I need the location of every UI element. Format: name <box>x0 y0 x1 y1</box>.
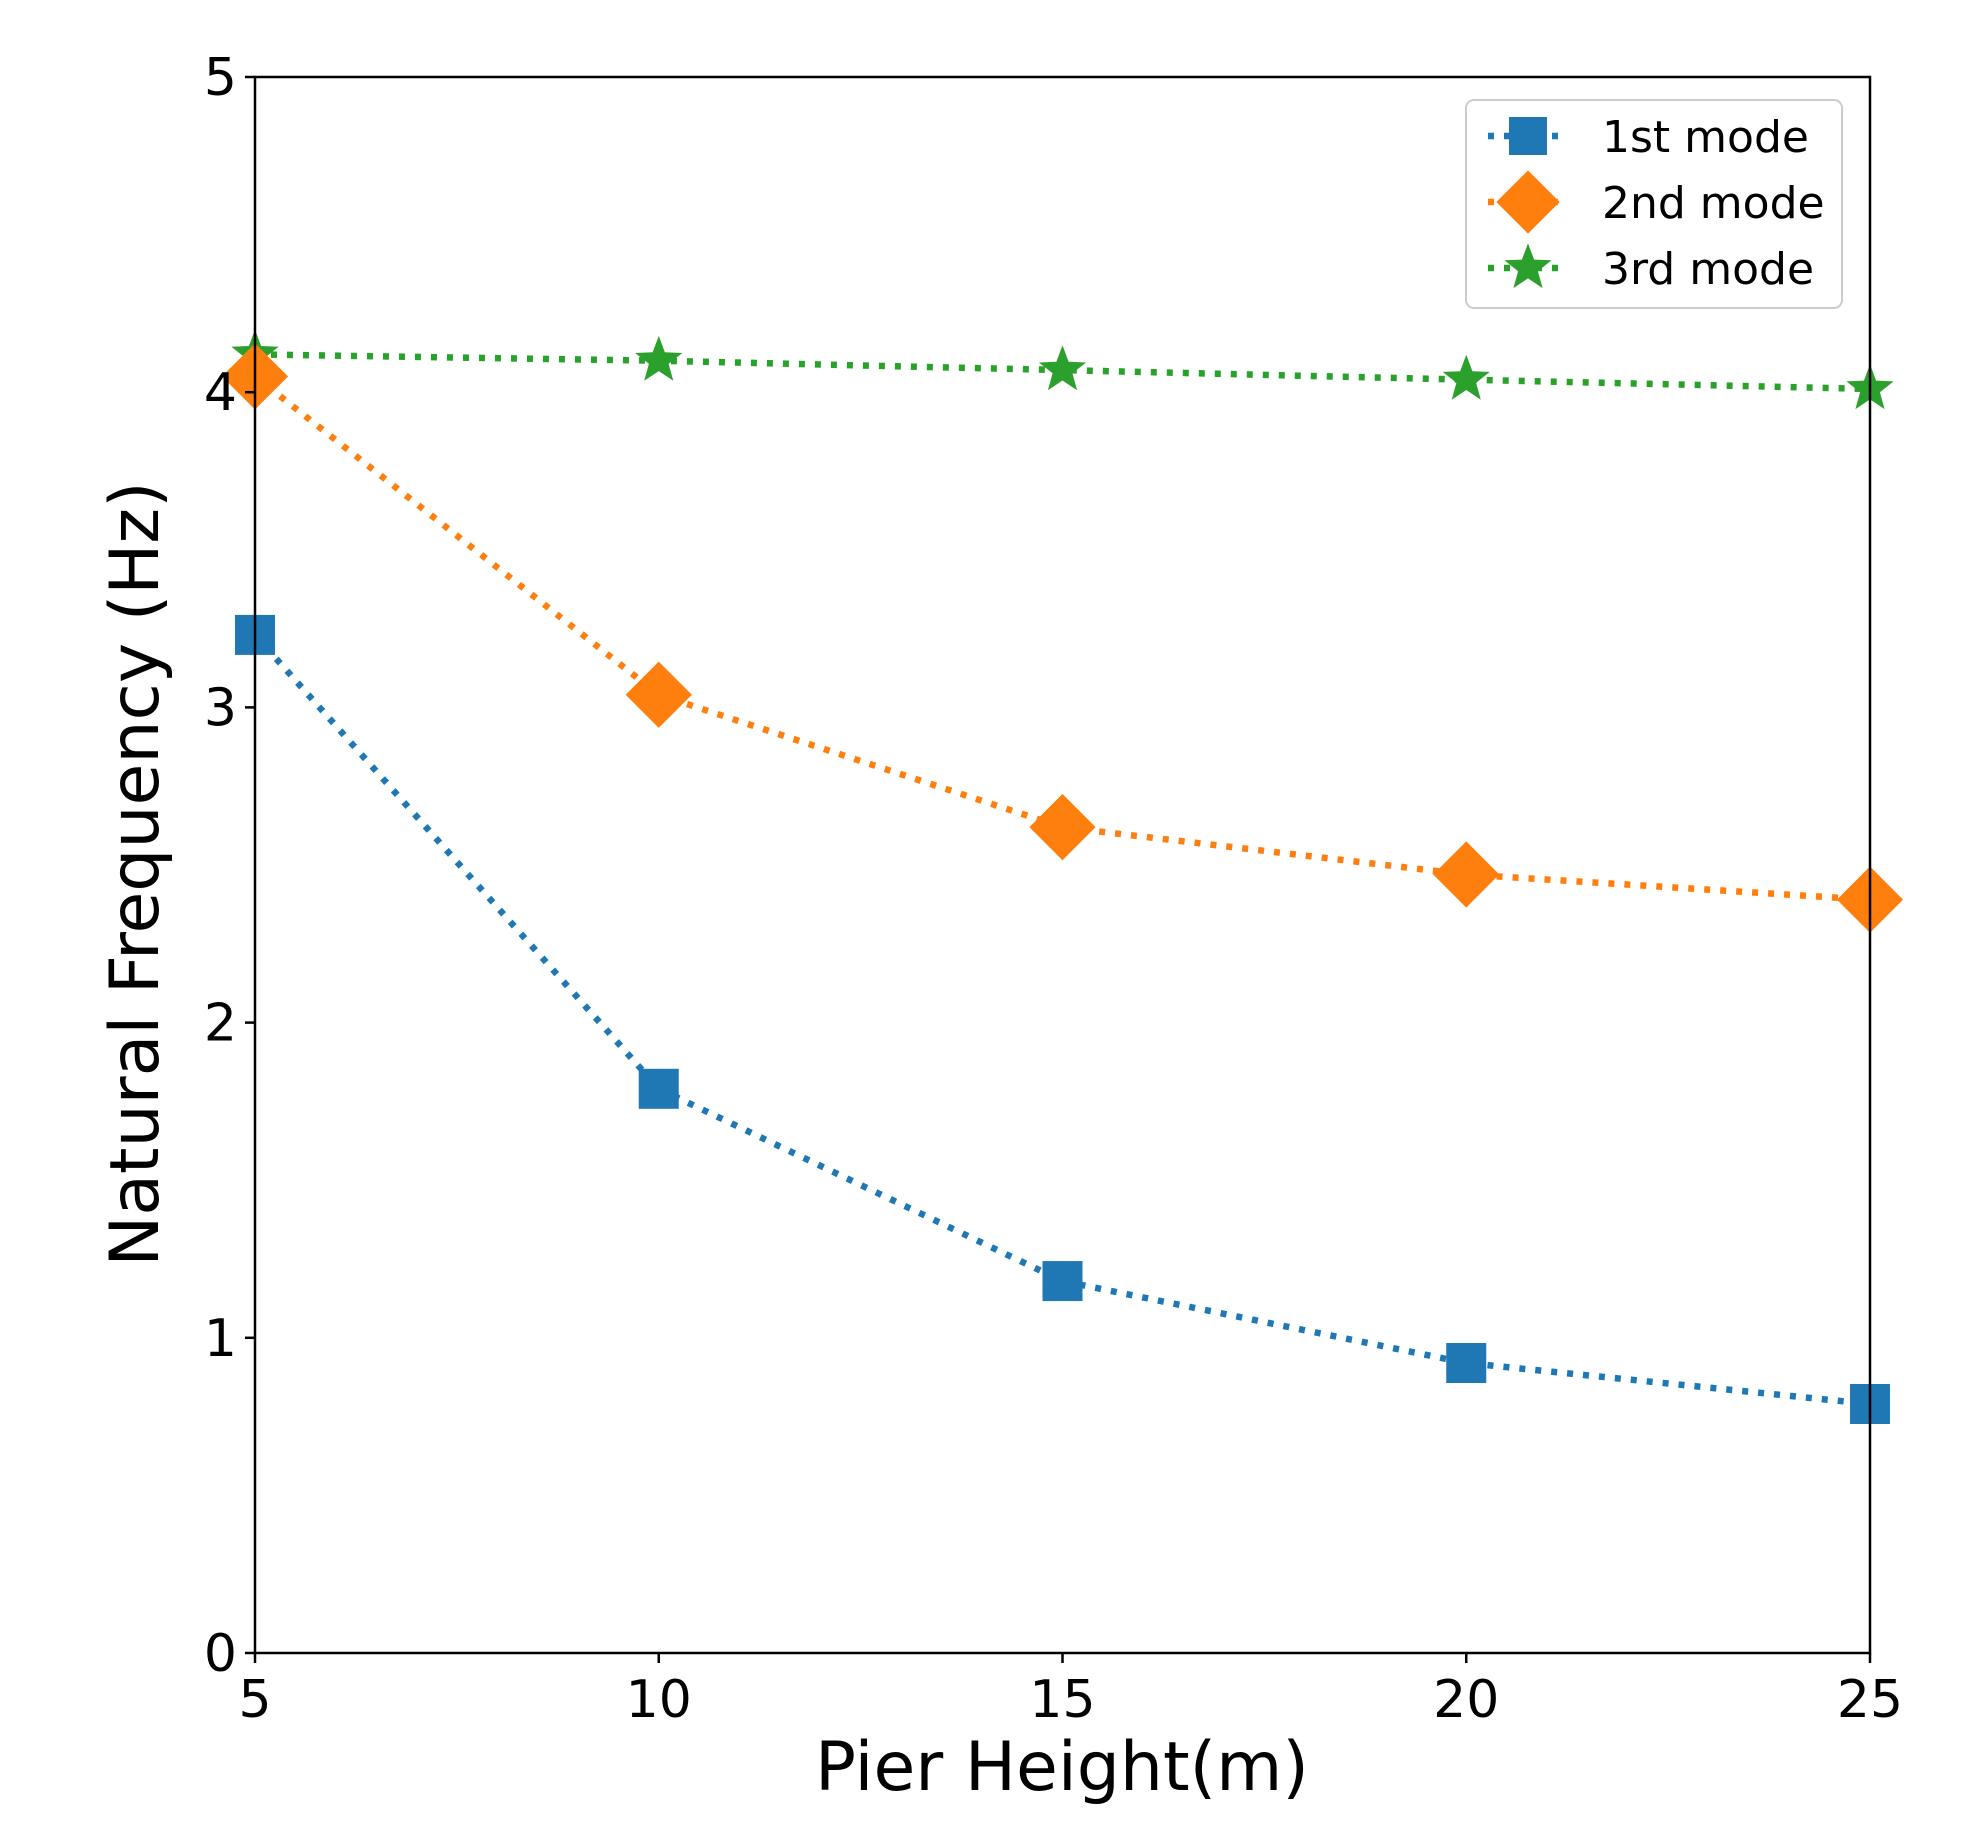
data-point-2-2 <box>625 661 692 728</box>
data-point-3-2 <box>635 335 683 381</box>
series-1 <box>235 614 1890 1424</box>
y-tick-label-4: 3 <box>204 678 237 738</box>
x-tick-label-1: 5 <box>238 1670 271 1730</box>
legend-box <box>1465 99 1843 309</box>
legend-marker-2 <box>1496 170 1560 234</box>
series-line-3 <box>254 351 1871 393</box>
y-tick-label-5: 4 <box>204 363 237 423</box>
legend-item-2: 2nd mode <box>1488 170 1825 234</box>
y-tick-label-2: 1 <box>204 1309 237 1369</box>
axes-layer: 5 10 15 20 25 0 1 2 3 4 5 <box>204 48 1903 1730</box>
legend-marker-1 <box>1509 117 1547 155</box>
x-tick-label-4: 20 <box>1433 1670 1499 1730</box>
x-axis-label: Pier Height(m) <box>815 1728 1309 1807</box>
y-tick-label-3: 2 <box>204 994 237 1054</box>
x-tick-label-5: 25 <box>1837 1670 1903 1730</box>
legend-item-3: 3rd mode <box>1488 243 1814 295</box>
plot-area <box>255 77 1870 1653</box>
y-tick-label-6: 5 <box>204 48 237 108</box>
legend-item-1: 1st mode <box>1488 112 1809 163</box>
series-layer <box>221 329 1904 1424</box>
y-axis-label: Natural Frequency (Hz) <box>96 481 175 1266</box>
plot-background <box>255 77 1870 1653</box>
data-point-3-3 <box>1038 345 1087 391</box>
legend-label-3: 3rd mode <box>1602 244 1814 295</box>
data-point-1-2 <box>638 1068 679 1109</box>
x-tick-label-3: 15 <box>1029 1670 1095 1730</box>
data-point-2-4 <box>1433 841 1500 908</box>
legend: 1st mode 2nd mode 3rd mode <box>1465 99 1843 309</box>
x-tick-label-2: 10 <box>626 1670 692 1730</box>
data-point-1-4 <box>1446 1343 1487 1384</box>
data-point-2-3 <box>1029 794 1096 861</box>
data-point-1-3 <box>1042 1261 1083 1302</box>
y-tick-label-1: 0 <box>204 1624 237 1684</box>
legend-label-1: 1st mode <box>1602 112 1809 163</box>
data-point-3-4 <box>1442 354 1490 400</box>
series-line-1 <box>252 632 1871 1408</box>
legend-label-2: 2nd mode <box>1602 178 1825 229</box>
legend-marker-3 <box>1504 243 1552 289</box>
